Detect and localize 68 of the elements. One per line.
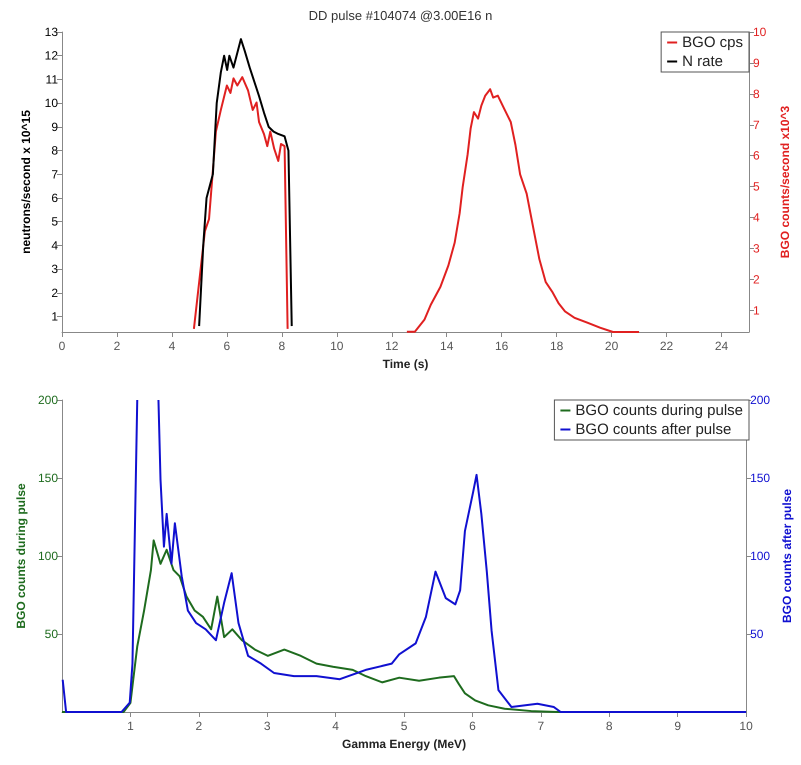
x-tick-label: 6: [469, 719, 476, 733]
y-tick-label: 1: [51, 310, 58, 324]
x-tick-label: 10: [739, 719, 754, 733]
y2-tick-label: 2: [753, 272, 760, 286]
x-tick-label: 9: [674, 719, 682, 733]
x-tick-label: 1: [127, 719, 134, 733]
y2-tick-label: 1: [753, 303, 760, 318]
y-tick-label: 50: [44, 627, 58, 641]
x-tick-label: 2: [195, 719, 202, 733]
x-tick-label: 20: [604, 339, 619, 353]
y-tick-label: 2: [51, 286, 58, 300]
x-tick-label: 12: [385, 339, 399, 353]
y2-tick-label: 100: [750, 549, 770, 563]
x-tick-label: 8: [278, 339, 286, 353]
y-tick-label: 4: [51, 238, 58, 252]
y-tick-label: 10: [44, 96, 58, 110]
x-tick-label: 8: [606, 719, 613, 733]
y-tick-label: 100: [38, 549, 58, 563]
x-tick-label: 7: [538, 719, 545, 733]
y-axis-title: neutrons/second x 10^15: [19, 110, 33, 254]
line-series: [192, 76, 289, 330]
y-tick-label: 9: [51, 120, 58, 134]
x-tick-label: 2: [114, 339, 121, 353]
y2-tick-label: 150: [750, 471, 770, 485]
y2-tick-label: 3: [753, 241, 760, 256]
y2-axis-title: BGO counts after pulse: [780, 488, 794, 624]
x-tick-label: 14: [440, 339, 454, 353]
y2-axis-title: BGO counts/second x10^3: [778, 105, 792, 258]
y-tick-label: 11: [46, 72, 58, 86]
y2-tick-label: 50: [750, 627, 764, 641]
y-tick-label: 12: [44, 48, 58, 63]
line-series: [198, 38, 293, 328]
x-tick-label: 24: [714, 339, 729, 353]
y-tick-label: 8: [51, 144, 58, 158]
legend-label: BGO cps: [682, 34, 744, 51]
x-tick-label: 4: [332, 719, 340, 733]
legend-label: N rate: [682, 53, 724, 70]
y-tick-label: 150: [38, 471, 58, 485]
x-tick-label: 5: [400, 719, 408, 733]
y2-tick-label: 200: [750, 393, 770, 407]
y2-tick-label: 8: [753, 86, 760, 101]
chart-title: DD pulse #104074 @3.00E16 n: [308, 8, 492, 23]
legend-label: BGO counts during pulse: [575, 402, 743, 419]
x-tick-label: 22: [660, 339, 674, 353]
line-series: [406, 88, 640, 333]
y-axis-title: BGO counts during pulse: [14, 483, 28, 629]
y-tick-label: 200: [38, 393, 58, 407]
y2-tick-label: 5: [753, 180, 760, 194]
y2-tick-label: 9: [753, 56, 760, 70]
x-tick-label: 16: [495, 339, 509, 353]
y2-tick-label: 7: [753, 118, 760, 132]
y-tick-label: 6: [51, 191, 58, 206]
x-tick-label: 10: [330, 339, 344, 353]
y-tick-label: 5: [51, 214, 58, 229]
y2-tick-label: 6: [753, 148, 760, 163]
x-axis-title: Gamma Energy (MeV): [342, 737, 466, 751]
y-tick-label: 3: [51, 262, 58, 276]
y-tick-label: 7: [51, 167, 58, 182]
x-tick-label: 0: [58, 339, 66, 353]
y2-tick-label: 10: [753, 25, 767, 39]
y-tick-label: 13: [44, 25, 58, 39]
x-tick-label: 4: [168, 339, 176, 353]
y2-tick-label: 4: [753, 210, 760, 225]
x-tick-label: 3: [264, 719, 271, 733]
x-tick-label: 18: [550, 339, 564, 353]
x-axis-title: Time (s): [382, 357, 428, 371]
x-tick-label: 6: [224, 339, 231, 353]
legend-label: BGO counts after pulse: [575, 421, 732, 438]
